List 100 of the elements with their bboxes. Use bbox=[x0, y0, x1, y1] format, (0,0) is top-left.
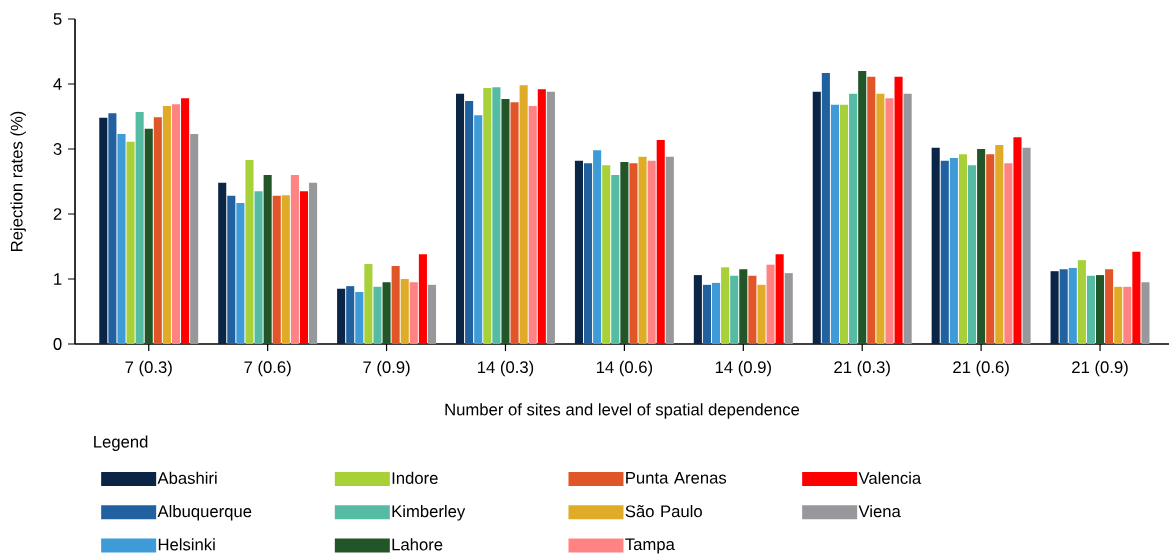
bar bbox=[721, 267, 730, 344]
bar bbox=[638, 156, 647, 344]
bar bbox=[355, 291, 364, 344]
bar bbox=[867, 76, 876, 344]
bar bbox=[766, 264, 775, 344]
x-tick-label: 7 (0.9) bbox=[363, 360, 410, 377]
bar bbox=[519, 85, 528, 344]
bar bbox=[894, 76, 903, 344]
y-tick-label: 5 bbox=[53, 13, 62, 25]
y-axis-title: Rejection rates (%) bbox=[10, 111, 26, 251]
bar bbox=[162, 106, 171, 344]
x-tick-label: 7 (0.6) bbox=[244, 360, 291, 377]
legend-title: Legend bbox=[94, 435, 148, 451]
legend-label: Punta Arenas bbox=[626, 472, 727, 484]
legend-label: Valencia bbox=[858, 471, 922, 484]
bar bbox=[528, 106, 537, 344]
bar bbox=[821, 72, 830, 344]
bar bbox=[236, 202, 245, 344]
y-tick-label: 2 bbox=[53, 208, 62, 220]
bar bbox=[702, 284, 711, 344]
bar bbox=[99, 117, 108, 344]
bar bbox=[602, 165, 611, 344]
bar bbox=[309, 182, 318, 344]
bar bbox=[1077, 260, 1086, 344]
bar bbox=[849, 93, 858, 344]
y-tick-label: 4 bbox=[53, 78, 62, 90]
x-tick-label: 21 (0.6) bbox=[953, 360, 1009, 377]
bar bbox=[840, 104, 849, 344]
bar bbox=[665, 156, 674, 344]
bar bbox=[171, 104, 181, 344]
bar bbox=[474, 115, 483, 344]
x-tick-label: 21 (0.3) bbox=[834, 360, 890, 377]
legend-label: Abashiri bbox=[157, 471, 217, 484]
bar bbox=[885, 98, 894, 344]
x-tick-label: 14 (0.9) bbox=[715, 360, 771, 377]
legend-label: Helsinki bbox=[158, 538, 215, 551]
bar bbox=[611, 174, 620, 344]
x-axis-title: Number of sites and level of spatial dependence bbox=[445, 403, 800, 419]
bar bbox=[693, 275, 702, 344]
bar bbox=[748, 275, 757, 344]
bar bbox=[272, 195, 281, 344]
bar bbox=[492, 87, 501, 344]
x-tick-label: 14 (0.3) bbox=[478, 360, 534, 377]
bar bbox=[1059, 269, 1068, 344]
bar bbox=[712, 282, 721, 344]
bar bbox=[620, 161, 629, 344]
legend-label: Kimberley bbox=[392, 504, 466, 521]
legend-label: Lahore bbox=[392, 538, 443, 551]
y-tick-label: 3 bbox=[53, 143, 62, 155]
bar bbox=[967, 165, 977, 344]
bar bbox=[995, 145, 1004, 344]
legend-label: Albuquerque bbox=[157, 504, 252, 521]
bar bbox=[940, 160, 949, 344]
x-tick-label: 21 (0.9) bbox=[1072, 360, 1128, 377]
bar bbox=[299, 191, 309, 344]
legend-label: São Paulo bbox=[625, 504, 702, 518]
bar bbox=[593, 150, 602, 344]
bar bbox=[1123, 286, 1132, 344]
bar bbox=[190, 134, 199, 344]
bar bbox=[510, 102, 519, 344]
bar bbox=[903, 93, 912, 344]
bar bbox=[409, 282, 418, 344]
bar bbox=[483, 87, 492, 344]
bar bbox=[775, 254, 784, 344]
bar bbox=[135, 111, 144, 344]
bar bbox=[647, 160, 656, 344]
bar bbox=[391, 265, 400, 344]
bar bbox=[757, 284, 766, 344]
bar bbox=[153, 117, 162, 344]
bar bbox=[1105, 269, 1114, 344]
bar bbox=[1013, 137, 1022, 344]
bar bbox=[501, 98, 510, 344]
bar bbox=[812, 91, 821, 344]
bar bbox=[263, 174, 272, 344]
bar bbox=[245, 160, 254, 344]
bar bbox=[730, 275, 739, 344]
bar bbox=[574, 160, 583, 344]
bar bbox=[281, 195, 290, 344]
bar bbox=[830, 104, 839, 344]
bar bbox=[1022, 147, 1031, 344]
y-tick-label: 0 bbox=[53, 338, 62, 350]
bar bbox=[546, 91, 555, 344]
bar bbox=[254, 191, 263, 344]
bar bbox=[986, 154, 995, 344]
bar bbox=[656, 139, 665, 344]
legend-label: Indore bbox=[392, 471, 438, 484]
x-tick-label: 14 (0.6) bbox=[596, 360, 653, 377]
bar bbox=[126, 141, 135, 344]
bar bbox=[290, 174, 299, 344]
legend-label: Tampa bbox=[625, 538, 675, 554]
bar bbox=[1004, 163, 1013, 344]
bar bbox=[427, 284, 437, 344]
bar bbox=[364, 264, 373, 344]
bar bbox=[1141, 282, 1150, 344]
bar bbox=[1068, 267, 1077, 344]
bar bbox=[117, 134, 126, 344]
bar bbox=[931, 147, 940, 344]
bar bbox=[629, 163, 638, 344]
bar bbox=[739, 269, 748, 344]
bar bbox=[1114, 286, 1123, 344]
